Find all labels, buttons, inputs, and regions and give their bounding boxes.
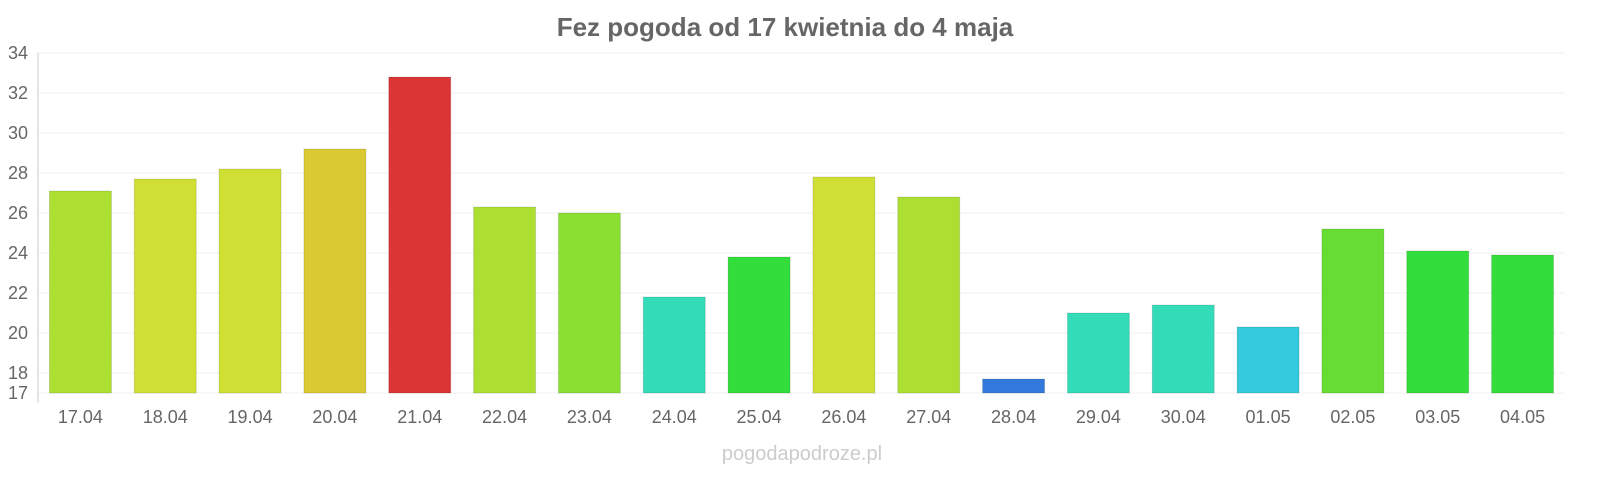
bar-01.05[interactable] <box>1236 326 1300 394</box>
y-tick-label: 24 <box>8 243 28 263</box>
bar-02.05[interactable] <box>1321 228 1385 394</box>
x-tick-label: 04.05 <box>1500 407 1545 427</box>
y-tick-label: 30 <box>8 123 28 143</box>
bar-03.05[interactable] <box>1406 250 1470 394</box>
bar-17.04[interactable] <box>48 190 112 394</box>
x-tick-label: 23.04 <box>567 407 612 427</box>
bar-18.04[interactable] <box>133 178 197 394</box>
x-tick-label: 25.04 <box>737 407 782 427</box>
bar-22.04[interactable] <box>473 206 537 394</box>
bar-20.04[interactable] <box>303 148 367 394</box>
x-axis: 17.04 18.04 19.04 20.04 21.04 22.04 23.04 24.04… <box>58 407 1545 427</box>
footer-watermark: pogodapodroze.pl <box>722 443 882 465</box>
y-tick-label: 34 <box>8 43 28 63</box>
bar-24.04[interactable] <box>642 296 706 394</box>
x-tick-label: 18.04 <box>143 407 188 427</box>
bar-28.04[interactable] <box>982 378 1046 394</box>
x-tick-label: 28.04 <box>991 407 1036 427</box>
x-tick-label: 22.04 <box>482 407 527 427</box>
x-tick-label: 02.05 <box>1330 407 1375 427</box>
x-tick-label: 03.05 <box>1415 407 1460 427</box>
bar-23.04[interactable] <box>557 212 621 394</box>
x-tick-label: 01.05 <box>1246 407 1291 427</box>
bar-19.04[interactable] <box>218 168 282 394</box>
y-tick-label: 17 <box>8 383 28 403</box>
x-tick-label: 20.04 <box>312 407 357 427</box>
bar-04.05[interactable] <box>1491 254 1555 394</box>
y-tick-label: 26 <box>8 203 28 223</box>
bar-26.04[interactable] <box>812 176 876 394</box>
x-tick-label: 29.04 <box>1076 407 1121 427</box>
bar-21.04[interactable] <box>388 76 452 394</box>
grid <box>38 52 1565 394</box>
x-tick-label: 17.04 <box>58 407 103 427</box>
y-tick-label: 18 <box>8 363 28 383</box>
x-tick-label: 26.04 <box>821 407 866 427</box>
bar-27.04[interactable] <box>897 196 961 394</box>
y-tick-label: 32 <box>8 83 28 103</box>
bars <box>48 76 1555 394</box>
x-tick-label: 30.04 <box>1161 407 1206 427</box>
x-tick-label: 24.04 <box>652 407 697 427</box>
chart-title: Fez pogoda od 17 kwietnia do 4 maja <box>557 12 1014 42</box>
y-tick-label: 28 <box>8 163 28 183</box>
y-tick-label: 22 <box>8 283 28 303</box>
bar-25.04[interactable] <box>727 256 791 394</box>
bar-30.04[interactable] <box>1151 304 1215 394</box>
x-tick-label: 19.04 <box>228 407 273 427</box>
x-tick-label: 27.04 <box>906 407 951 427</box>
y-tick-label: 20 <box>8 323 28 343</box>
bar-29.04[interactable] <box>1066 312 1130 394</box>
x-tick-label: 21.04 <box>397 407 442 427</box>
